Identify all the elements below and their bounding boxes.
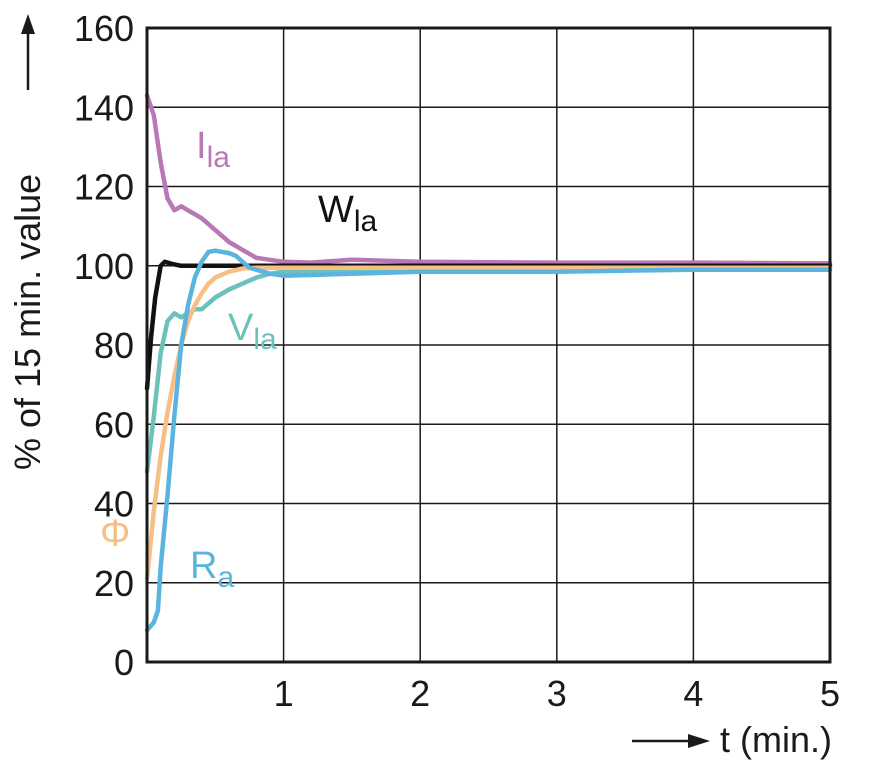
x-tick-label: 3 bbox=[547, 673, 567, 714]
y-tick-label: 100 bbox=[74, 246, 134, 287]
series-label: Ila bbox=[196, 125, 230, 174]
series-line bbox=[144, 265, 833, 582]
series-labels: Ila Wla Vla Φ Ra bbox=[100, 125, 378, 594]
y-tick-labels: 0 20 40 60 80 100 120 140 160 bbox=[74, 8, 134, 683]
y-tick-label: 60 bbox=[94, 404, 134, 445]
series-line bbox=[144, 93, 833, 266]
y-tick-label: 120 bbox=[74, 167, 134, 208]
y-tick-label: 40 bbox=[94, 484, 134, 525]
x-axis-label: t (min.) bbox=[720, 719, 832, 760]
y-tick-label: 140 bbox=[74, 87, 134, 128]
y-axis-arrowhead bbox=[21, 14, 35, 34]
x-tick-label: 2 bbox=[410, 673, 430, 714]
y-tick-label: 0 bbox=[114, 642, 134, 683]
series-label: Wla bbox=[318, 189, 378, 238]
series-label: Φ bbox=[100, 513, 130, 555]
series-label: Ra bbox=[190, 545, 234, 594]
series-label: Vla bbox=[228, 307, 277, 356]
y-tick-label: 80 bbox=[94, 325, 134, 366]
y-axis-label: % of 15 min. value bbox=[7, 174, 48, 470]
y-tick-label: 20 bbox=[94, 563, 134, 604]
x-tick-label: 1 bbox=[274, 673, 294, 714]
x-axis-title: t (min.) bbox=[632, 719, 832, 760]
x-tick-labels: 1 2 3 4 5 bbox=[274, 673, 840, 714]
y-axis-title: % of 15 min. value bbox=[7, 14, 48, 470]
plot-frame bbox=[145, 26, 832, 664]
x-tick-label: 5 bbox=[820, 673, 840, 714]
series-line bbox=[144, 248, 833, 633]
series-lines bbox=[144, 93, 833, 633]
series-line bbox=[144, 265, 833, 475]
x-axis-arrowhead bbox=[688, 734, 710, 748]
y-tick-label: 160 bbox=[74, 8, 134, 49]
x-tick-label: 4 bbox=[683, 673, 703, 714]
